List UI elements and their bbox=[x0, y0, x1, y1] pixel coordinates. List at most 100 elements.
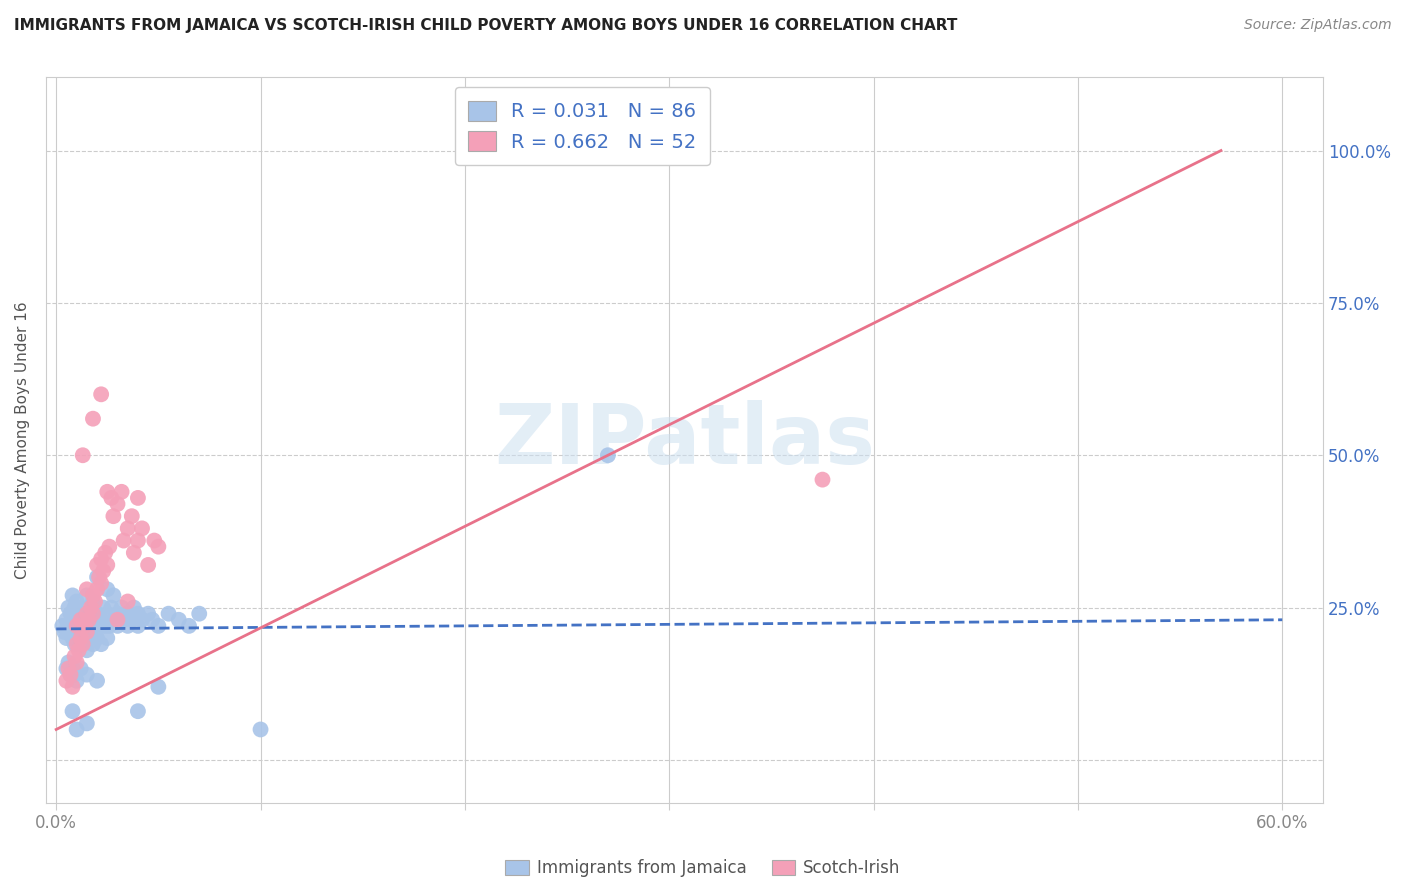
Point bbox=[121, 613, 143, 627]
Point bbox=[86, 558, 108, 572]
Point bbox=[72, 624, 94, 639]
Point bbox=[131, 521, 153, 535]
Point bbox=[112, 613, 135, 627]
Point bbox=[127, 491, 149, 505]
Point bbox=[96, 558, 118, 572]
Point bbox=[811, 473, 834, 487]
Point bbox=[59, 667, 82, 681]
Point bbox=[91, 600, 114, 615]
Text: IMMIGRANTS FROM JAMAICA VS SCOTCH-IRISH CHILD POVERTY AMONG BOYS UNDER 16 CORREL: IMMIGRANTS FROM JAMAICA VS SCOTCH-IRISH … bbox=[14, 18, 957, 33]
Point bbox=[77, 624, 100, 639]
Point bbox=[69, 661, 91, 675]
Point bbox=[90, 387, 112, 401]
Point bbox=[82, 588, 104, 602]
Point bbox=[76, 667, 98, 681]
Point bbox=[72, 607, 94, 621]
Point bbox=[65, 613, 87, 627]
Point bbox=[76, 582, 98, 597]
Point bbox=[122, 600, 145, 615]
Point bbox=[63, 619, 86, 633]
Point bbox=[58, 619, 80, 633]
Y-axis label: Child Poverty Among Boys Under 16: Child Poverty Among Boys Under 16 bbox=[15, 301, 30, 579]
Point bbox=[127, 533, 149, 548]
Text: Source: ZipAtlas.com: Source: ZipAtlas.com bbox=[1244, 18, 1392, 32]
Point bbox=[63, 649, 86, 664]
Point bbox=[103, 588, 125, 602]
Point bbox=[55, 661, 77, 675]
Point bbox=[90, 552, 112, 566]
Point bbox=[73, 619, 96, 633]
Point bbox=[98, 540, 121, 554]
Point bbox=[51, 619, 73, 633]
Point bbox=[65, 637, 87, 651]
Point bbox=[112, 533, 135, 548]
Point bbox=[107, 607, 129, 621]
Point bbox=[82, 594, 104, 608]
Point bbox=[63, 667, 86, 681]
Point bbox=[86, 607, 108, 621]
Point bbox=[72, 637, 94, 651]
Point bbox=[69, 631, 91, 645]
Point bbox=[69, 613, 91, 627]
Point bbox=[82, 637, 104, 651]
Point bbox=[148, 540, 170, 554]
Point bbox=[67, 643, 90, 657]
Point bbox=[76, 607, 98, 621]
Point bbox=[58, 656, 80, 670]
Point bbox=[87, 570, 110, 584]
Point bbox=[84, 624, 107, 639]
Point bbox=[53, 624, 76, 639]
Point bbox=[82, 619, 104, 633]
Point bbox=[96, 582, 118, 597]
Point bbox=[62, 613, 84, 627]
Point bbox=[107, 613, 129, 627]
Point bbox=[98, 619, 121, 633]
Point bbox=[90, 613, 112, 627]
Point bbox=[96, 484, 118, 499]
Point bbox=[59, 667, 82, 681]
Point bbox=[177, 619, 200, 633]
Point bbox=[148, 619, 170, 633]
Point bbox=[55, 673, 77, 688]
Point bbox=[127, 619, 149, 633]
Point bbox=[55, 613, 77, 627]
Point bbox=[167, 613, 190, 627]
Point bbox=[76, 643, 98, 657]
Point bbox=[122, 546, 145, 560]
Point bbox=[73, 631, 96, 645]
Point bbox=[103, 613, 125, 627]
Point bbox=[67, 631, 90, 645]
Point bbox=[117, 619, 139, 633]
Point bbox=[76, 619, 98, 633]
Point bbox=[249, 723, 271, 737]
Point bbox=[117, 521, 139, 535]
Point bbox=[110, 600, 132, 615]
Point bbox=[107, 619, 129, 633]
Point bbox=[94, 619, 117, 633]
Point bbox=[121, 509, 143, 524]
Point bbox=[141, 613, 163, 627]
Point bbox=[77, 607, 100, 621]
Point bbox=[94, 546, 117, 560]
Point bbox=[131, 613, 153, 627]
Point bbox=[96, 607, 118, 621]
Point bbox=[65, 594, 87, 608]
Point bbox=[58, 600, 80, 615]
Point bbox=[76, 624, 98, 639]
Point bbox=[59, 607, 82, 621]
Text: ZIPatlas: ZIPatlas bbox=[494, 400, 875, 481]
Point bbox=[65, 673, 87, 688]
Point bbox=[107, 497, 129, 511]
Point bbox=[65, 723, 87, 737]
Point bbox=[100, 600, 122, 615]
Legend: Immigrants from Jamaica, Scotch-Irish: Immigrants from Jamaica, Scotch-Irish bbox=[499, 853, 907, 884]
Point bbox=[596, 448, 619, 462]
Point bbox=[82, 411, 104, 425]
Point bbox=[157, 607, 180, 621]
Point bbox=[91, 564, 114, 578]
Point bbox=[55, 631, 77, 645]
Point bbox=[63, 600, 86, 615]
Point bbox=[65, 656, 87, 670]
Point bbox=[86, 570, 108, 584]
Point bbox=[82, 607, 104, 621]
